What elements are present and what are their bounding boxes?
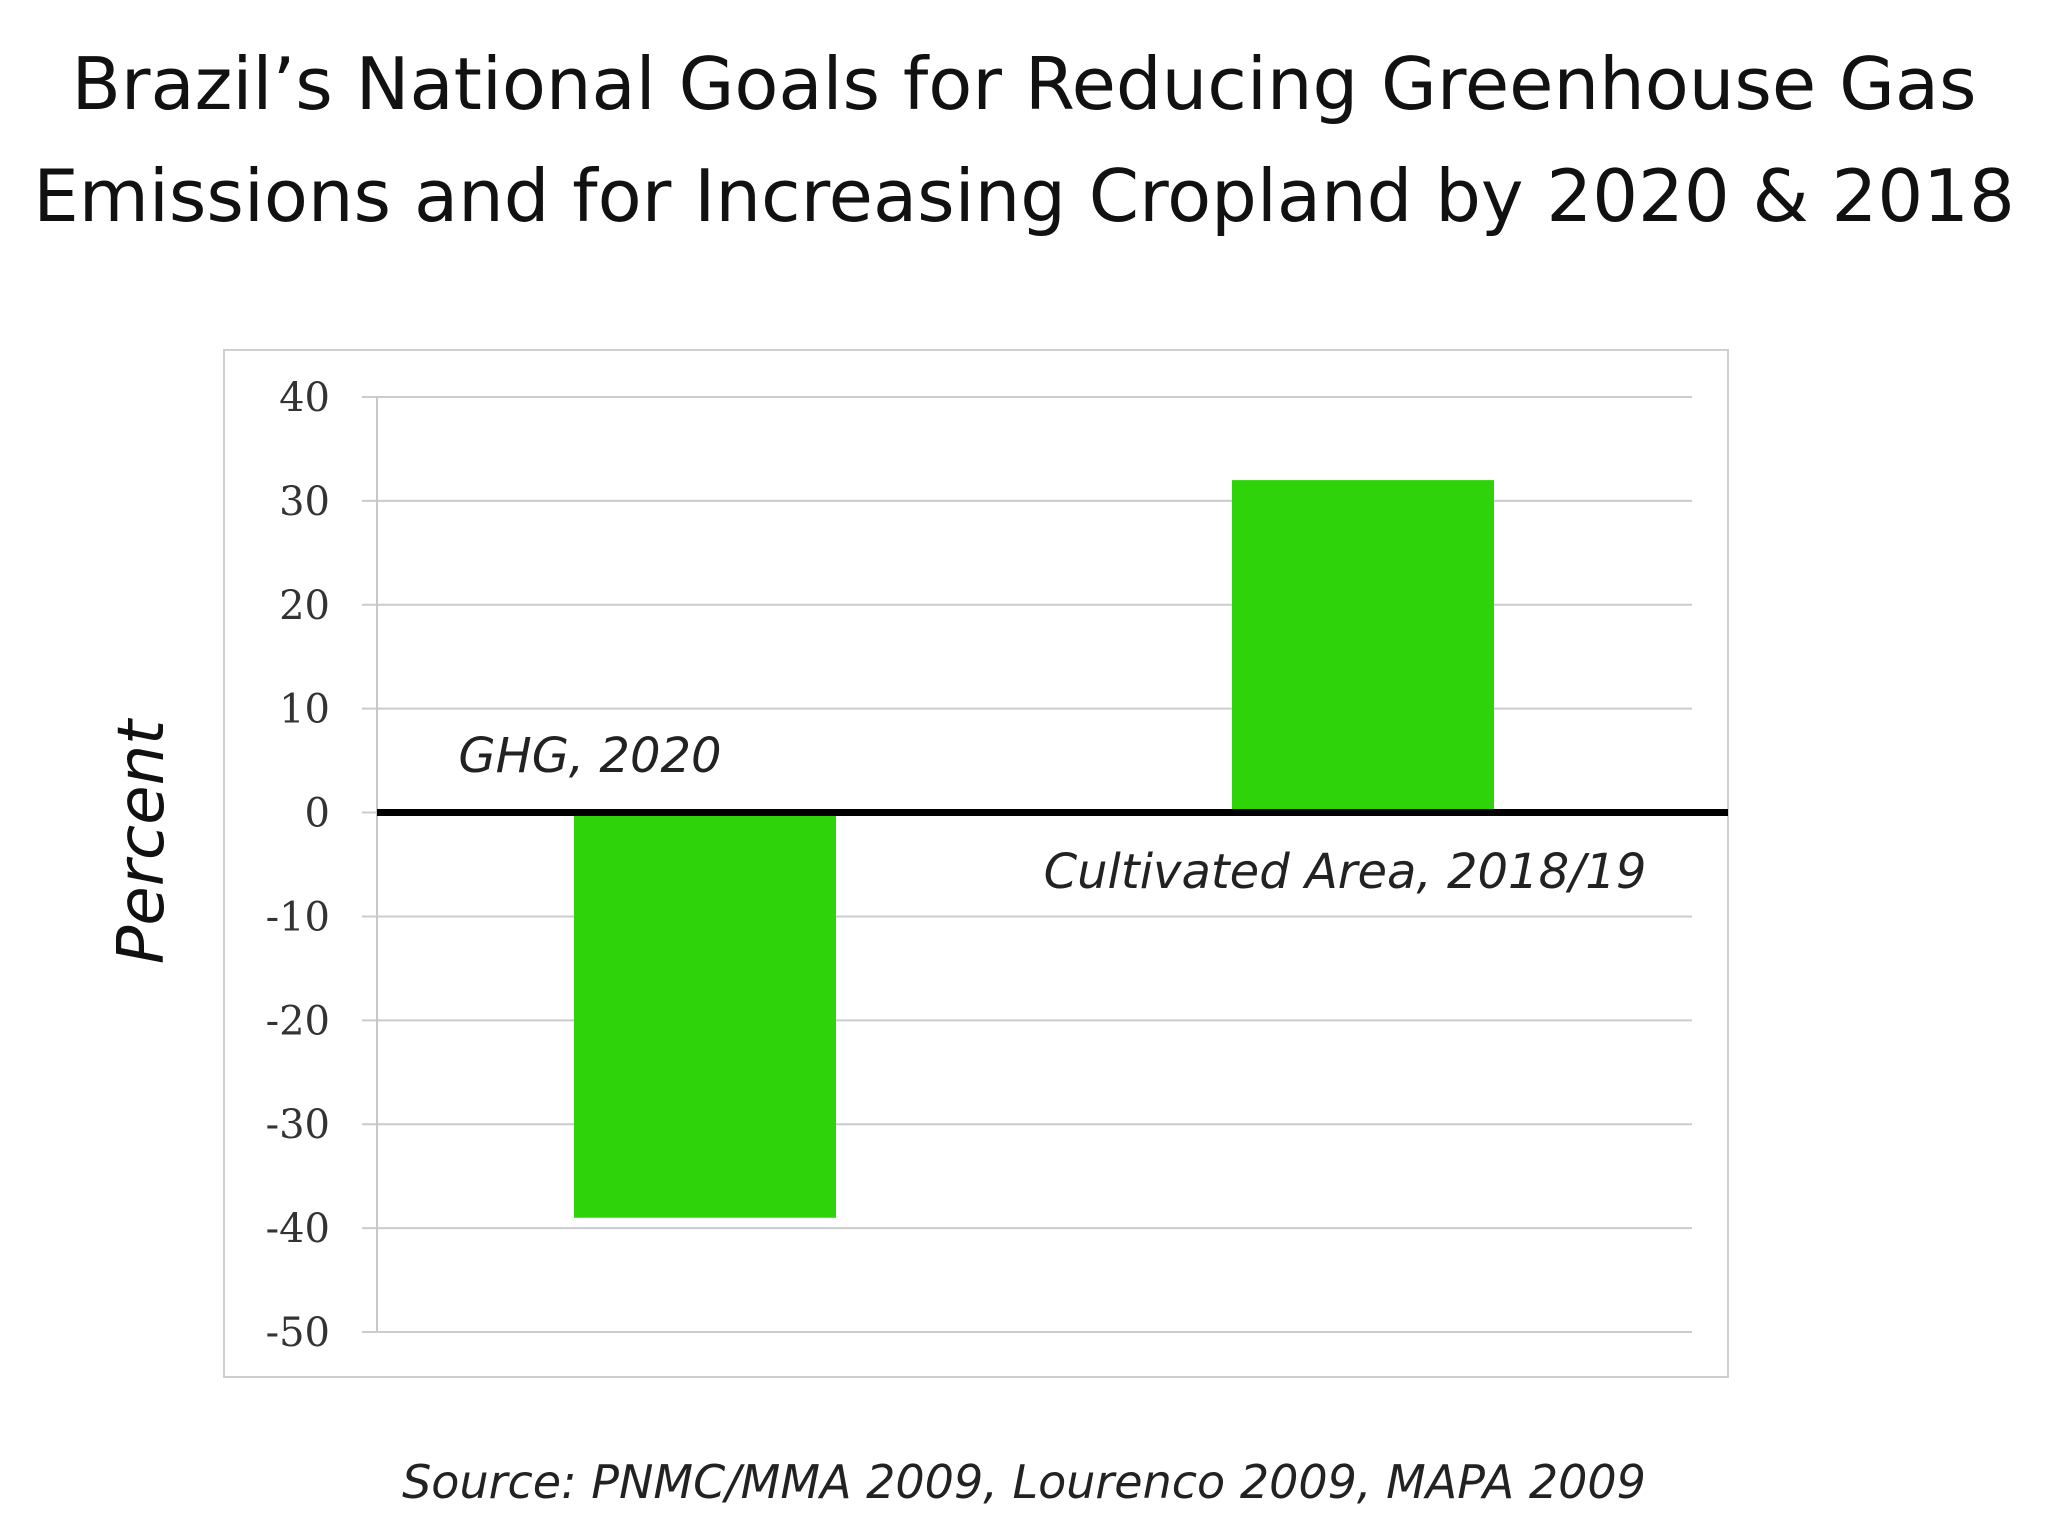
bar-cultivated-area-2018-19: [1232, 480, 1494, 813]
y-axis-label: Percent: [105, 717, 179, 964]
chart-title-line-2: Emissions and for Increasing Cropland by…: [33, 154, 2015, 238]
y-tick-label: -30: [266, 1102, 330, 1148]
bar-ghg-2020: [574, 812, 836, 1218]
y-tick-labels: 40 30 20 10 0 -10 -20 -30 -40 -50: [266, 375, 330, 1356]
chart-title-line-1: Brazil’s National Goals for Reducing Gre…: [71, 42, 1977, 126]
chart-title: Brazil’s National Goals for Reducing Gre…: [0, 28, 2048, 252]
source-note: Source: PNMC/MMA 2009, Lourenco 2009, MA…: [402, 1455, 1646, 1509]
y-tick-label: -50: [266, 1310, 330, 1356]
bar-label-cultivated-area: Cultivated Area, 2018/19: [1044, 844, 1647, 900]
y-tick-label: -20: [266, 998, 330, 1044]
y-tick-label: 10: [279, 687, 330, 733]
y-tick-label: 30: [279, 479, 330, 525]
y-tick-label: 40: [279, 375, 330, 421]
y-tick-label: 20: [279, 583, 330, 629]
y-tick-label: -40: [266, 1206, 330, 1252]
y-tick-label: -10: [266, 894, 330, 940]
y-tick-label: 0: [305, 791, 330, 837]
bars: [574, 480, 1494, 1218]
bar-label-ghg: GHG, 2020: [458, 728, 721, 784]
